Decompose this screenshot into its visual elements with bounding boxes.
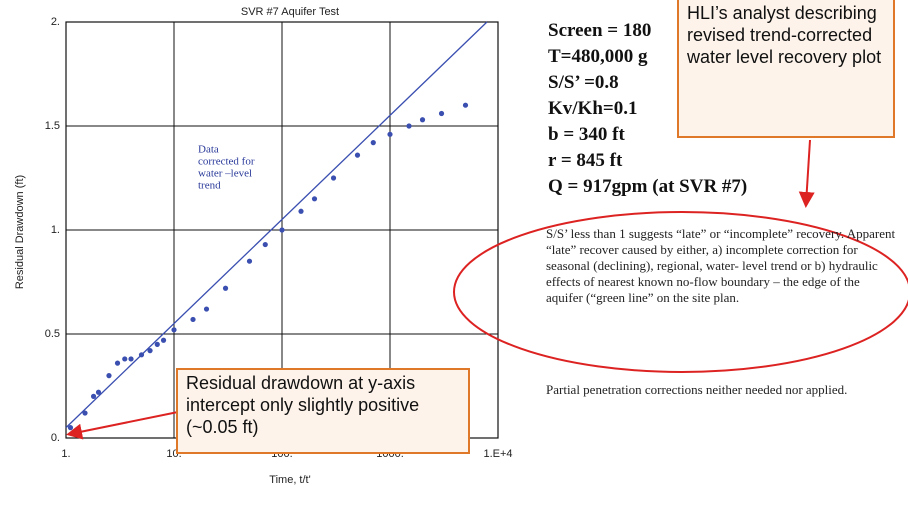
data-point xyxy=(154,341,160,347)
x-axis-label: Time, t/t' xyxy=(269,474,310,486)
y-tick-label: 0. xyxy=(51,432,60,444)
parameter: Screen = 180 xyxy=(548,20,652,41)
data-point xyxy=(128,356,134,362)
y-tick-label: 1. xyxy=(51,224,60,236)
data-point xyxy=(138,352,145,358)
parameter: Q = 917gpm (at SVR #7) xyxy=(548,176,748,197)
x-tick-label: 1. xyxy=(61,448,70,460)
data-point xyxy=(246,258,253,264)
parameter: r = 845 ft xyxy=(548,150,623,171)
data-point xyxy=(67,425,74,431)
data-point xyxy=(330,175,337,181)
parameter: S/S’ =0.8 xyxy=(548,72,619,93)
y-tick-label: 0.5 xyxy=(45,328,60,340)
note-paragraph: Partial penetration corrections neither … xyxy=(546,382,848,397)
data-point xyxy=(419,117,426,123)
y-tick-label: 1.5 xyxy=(45,120,60,132)
data-point xyxy=(387,131,393,137)
data-point xyxy=(222,285,229,291)
callout: HLI’s analyst describing revised trend-c… xyxy=(677,0,895,138)
fit-line xyxy=(65,21,488,429)
y-axis-label: Residual Drawdown (ft) xyxy=(14,175,26,289)
data-point xyxy=(370,140,376,146)
chart-title: SVR #7 Aquifer Test xyxy=(241,6,339,18)
data-point xyxy=(354,152,361,158)
data-point xyxy=(406,123,412,129)
arrow xyxy=(798,139,815,208)
data-point xyxy=(203,306,210,312)
data-point xyxy=(298,208,304,214)
data-point xyxy=(438,110,445,117)
arrow xyxy=(66,411,179,440)
plot-note: corrected for xyxy=(198,156,255,168)
y-tick-label: 2. xyxy=(51,16,60,28)
data-point xyxy=(82,410,88,416)
data-point xyxy=(90,393,97,399)
data-point xyxy=(279,227,285,233)
data-point xyxy=(262,241,268,248)
data-point xyxy=(311,196,318,202)
parameter: T=480,000 g xyxy=(548,46,648,67)
note-paragraph: S/S’ less than 1 suggests “late” or “inc… xyxy=(546,226,896,305)
parameter: Kv/Kh=0.1 xyxy=(548,98,638,119)
x-tick-label: 1.E+4 xyxy=(483,448,512,460)
data-point xyxy=(122,356,128,362)
parameters: Screen = 180 T=480,000 g S/S’ =0.8 Kv/Kh=0.… xyxy=(548,18,747,200)
data-point xyxy=(147,348,153,354)
highlight-ellipse xyxy=(453,211,908,373)
parameter: b = 340 ft xyxy=(548,124,625,145)
data-point xyxy=(171,327,177,333)
plot-note: trend xyxy=(198,180,221,192)
callout: Residual drawdown at y-axis intercept on… xyxy=(176,368,470,454)
data-point xyxy=(106,373,112,379)
data-point xyxy=(114,360,121,366)
data-point xyxy=(190,316,196,323)
plot-note: water –level xyxy=(198,168,252,180)
data-point xyxy=(95,389,102,395)
data-point xyxy=(160,337,167,343)
data-point xyxy=(462,102,469,108)
plot-note: Data xyxy=(198,144,219,156)
